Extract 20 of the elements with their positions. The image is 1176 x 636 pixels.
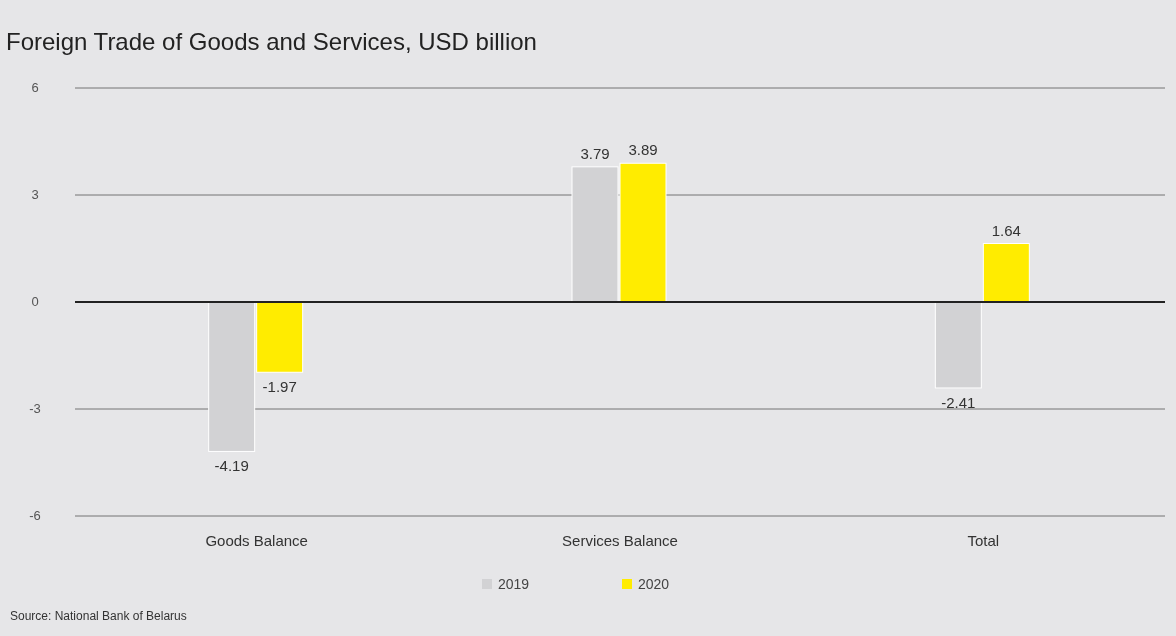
x-tick-label: Total — [967, 532, 1000, 549]
data-label: -4.19 — [214, 457, 249, 475]
data-label: -2.41 — [941, 393, 976, 411]
bar — [982, 243, 1030, 303]
data-label: 1.64 — [991, 221, 1021, 239]
y-tick-label: -3 — [29, 401, 41, 416]
bar — [934, 301, 982, 389]
data-label: 3.89 — [628, 141, 658, 159]
y-tick-label: -6 — [29, 508, 41, 523]
x-tick-label: Services Balance — [562, 532, 678, 549]
y-tick-label: 6 — [31, 80, 39, 95]
legend-label: 2020 — [638, 576, 670, 592]
x-tick-label: Goods Balance — [205, 532, 308, 549]
y-tick-label: 3 — [31, 187, 39, 202]
y-tick-label: 0 — [31, 294, 39, 309]
chart-title: Foreign Trade of Goods and Services, USD billion — [6, 28, 537, 55]
source-note: Source: National Bank of Belarus — [10, 609, 187, 623]
legend-label: 2019 — [498, 576, 530, 592]
data-label: -1.97 — [262, 378, 297, 396]
data-label: 3.79 — [580, 144, 610, 162]
